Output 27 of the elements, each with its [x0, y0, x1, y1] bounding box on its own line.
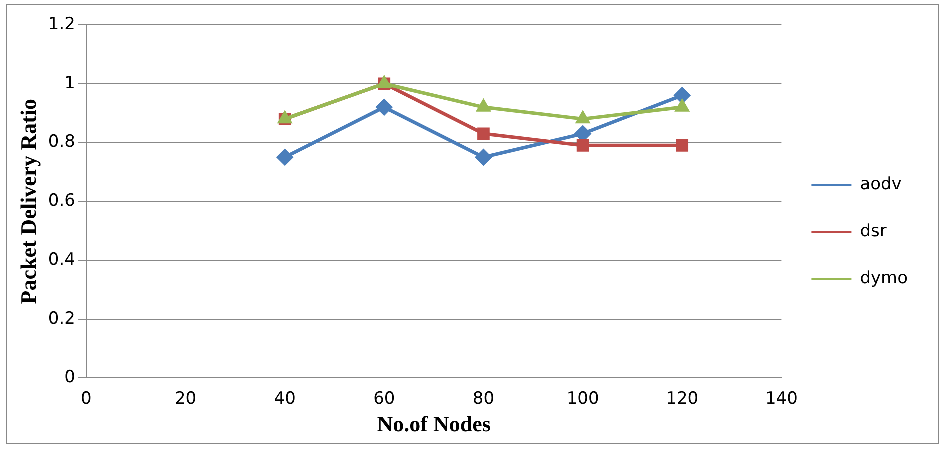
x-axis-title: No.of Nodes: [377, 411, 492, 436]
y-tick-label: 0: [64, 368, 76, 388]
point: [674, 87, 691, 104]
y-tick-label: 0.6: [48, 191, 76, 212]
y-tick-label: 1.2: [48, 14, 76, 34]
x-tick-label: 0: [81, 388, 92, 409]
legend-label: aodv: [860, 174, 902, 194]
y-tick-label: 1: [64, 73, 76, 94]
x-tick-label: 120: [666, 388, 699, 409]
legend-label: dsr: [860, 221, 887, 242]
y-tick-label: 0.2: [48, 308, 76, 329]
x-tick-label: 80: [472, 388, 495, 409]
point: [475, 148, 492, 166]
x-tick-label: 140: [765, 388, 798, 409]
x-tick-label: 100: [566, 388, 600, 409]
point: [576, 140, 590, 152]
point: [276, 148, 294, 166]
x-tick-label: 60: [374, 388, 396, 409]
point: [676, 140, 689, 152]
y-axis-title: Packet Delivery Ratio: [16, 98, 41, 304]
y-tick-label: 0.8: [48, 132, 76, 152]
point: [478, 128, 490, 140]
point: [376, 98, 393, 116]
x-tick-label: 20: [174, 388, 197, 409]
legend-label: dymo: [860, 268, 908, 288]
x-tick-label: 40: [274, 388, 296, 409]
y-tick-label: 0.4: [48, 250, 76, 270]
